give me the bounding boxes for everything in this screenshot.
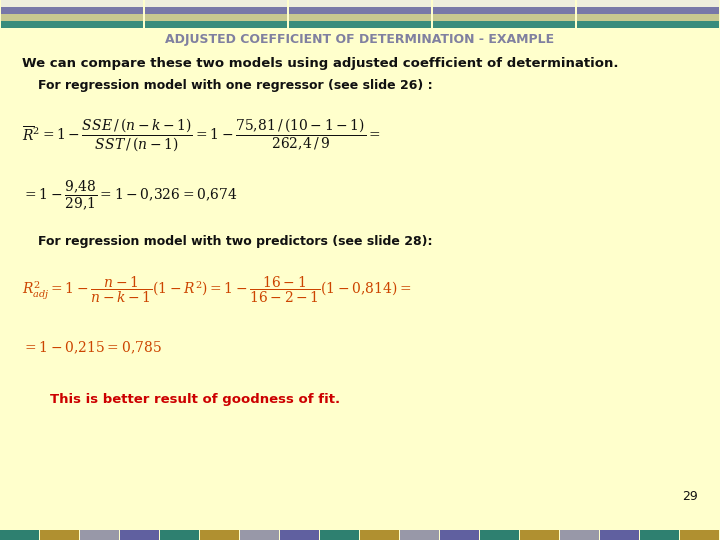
Bar (240, 530, 279, 540)
Bar (145, 21, 287, 28)
Bar (600, 530, 639, 540)
Bar (560, 530, 599, 540)
Bar (0, 530, 39, 540)
Bar (480, 530, 519, 540)
Bar (360, 530, 399, 540)
Bar (1, 21, 143, 28)
Bar (289, 7, 431, 14)
Text: $= 1 - 0{,}215 = 0{,}785$: $= 1 - 0{,}215 = 0{,}785$ (22, 340, 162, 356)
Bar (160, 530, 199, 540)
Bar (577, 21, 719, 28)
Text: $= 1 - \dfrac{9{,}48}{29{,}1} = 1 - 0{,}326 = 0{,}674$: $= 1 - \dfrac{9{,}48}{29{,}1} = 1 - 0{,}… (22, 178, 238, 212)
Text: $\overline{R}^2 = 1 - \dfrac{SSE\,/\,(n-k-1)}{SST\,/\,(n-1)}= 1 - \dfrac{75{,}81: $\overline{R}^2 = 1 - \dfrac{SSE\,/\,(n-… (22, 117, 380, 153)
Text: For regression model with two predictors (see slide 28):: For regression model with two predictors… (38, 235, 433, 248)
Text: For regression model with one regressor (see slide 26) :: For regression model with one regressor … (38, 79, 433, 92)
Bar (145, 7, 287, 14)
Bar (1, 7, 143, 14)
Bar (80, 530, 119, 540)
Bar (289, 0, 431, 7)
Bar (400, 530, 439, 540)
Bar (433, 7, 575, 14)
Bar (1, 0, 143, 7)
Bar (1, 14, 143, 21)
Bar (289, 14, 431, 21)
Bar (40, 530, 79, 540)
Text: We can compare these two models using adjusted coefficient of determination.: We can compare these two models using ad… (22, 57, 618, 70)
Bar (577, 14, 719, 21)
Bar (280, 530, 319, 540)
Bar (200, 530, 239, 540)
Text: $R^2_{adj} = 1 - \dfrac{n-1}{n-k-1}(1-R^2)= 1 - \dfrac{16-1}{16-2-1}(1-0{,}814) : $R^2_{adj} = 1 - \dfrac{n-1}{n-k-1}(1-R^… (22, 275, 411, 305)
Bar (577, 7, 719, 14)
Text: 29: 29 (683, 490, 698, 503)
Bar (640, 530, 679, 540)
Bar (120, 530, 159, 540)
Bar (433, 14, 575, 21)
Bar (440, 530, 479, 540)
Bar (289, 21, 431, 28)
Bar (433, 0, 575, 7)
Bar (320, 530, 359, 540)
Bar (433, 21, 575, 28)
Bar (680, 530, 719, 540)
Bar (145, 0, 287, 7)
Text: ADJUSTED COEFFICIENT OF DETERMINATION - EXAMPLE: ADJUSTED COEFFICIENT OF DETERMINATION - … (166, 33, 554, 46)
Text: This is better result of goodness of fit.: This is better result of goodness of fit… (50, 394, 340, 407)
Bar (577, 0, 719, 7)
Bar (145, 14, 287, 21)
Bar (520, 530, 559, 540)
